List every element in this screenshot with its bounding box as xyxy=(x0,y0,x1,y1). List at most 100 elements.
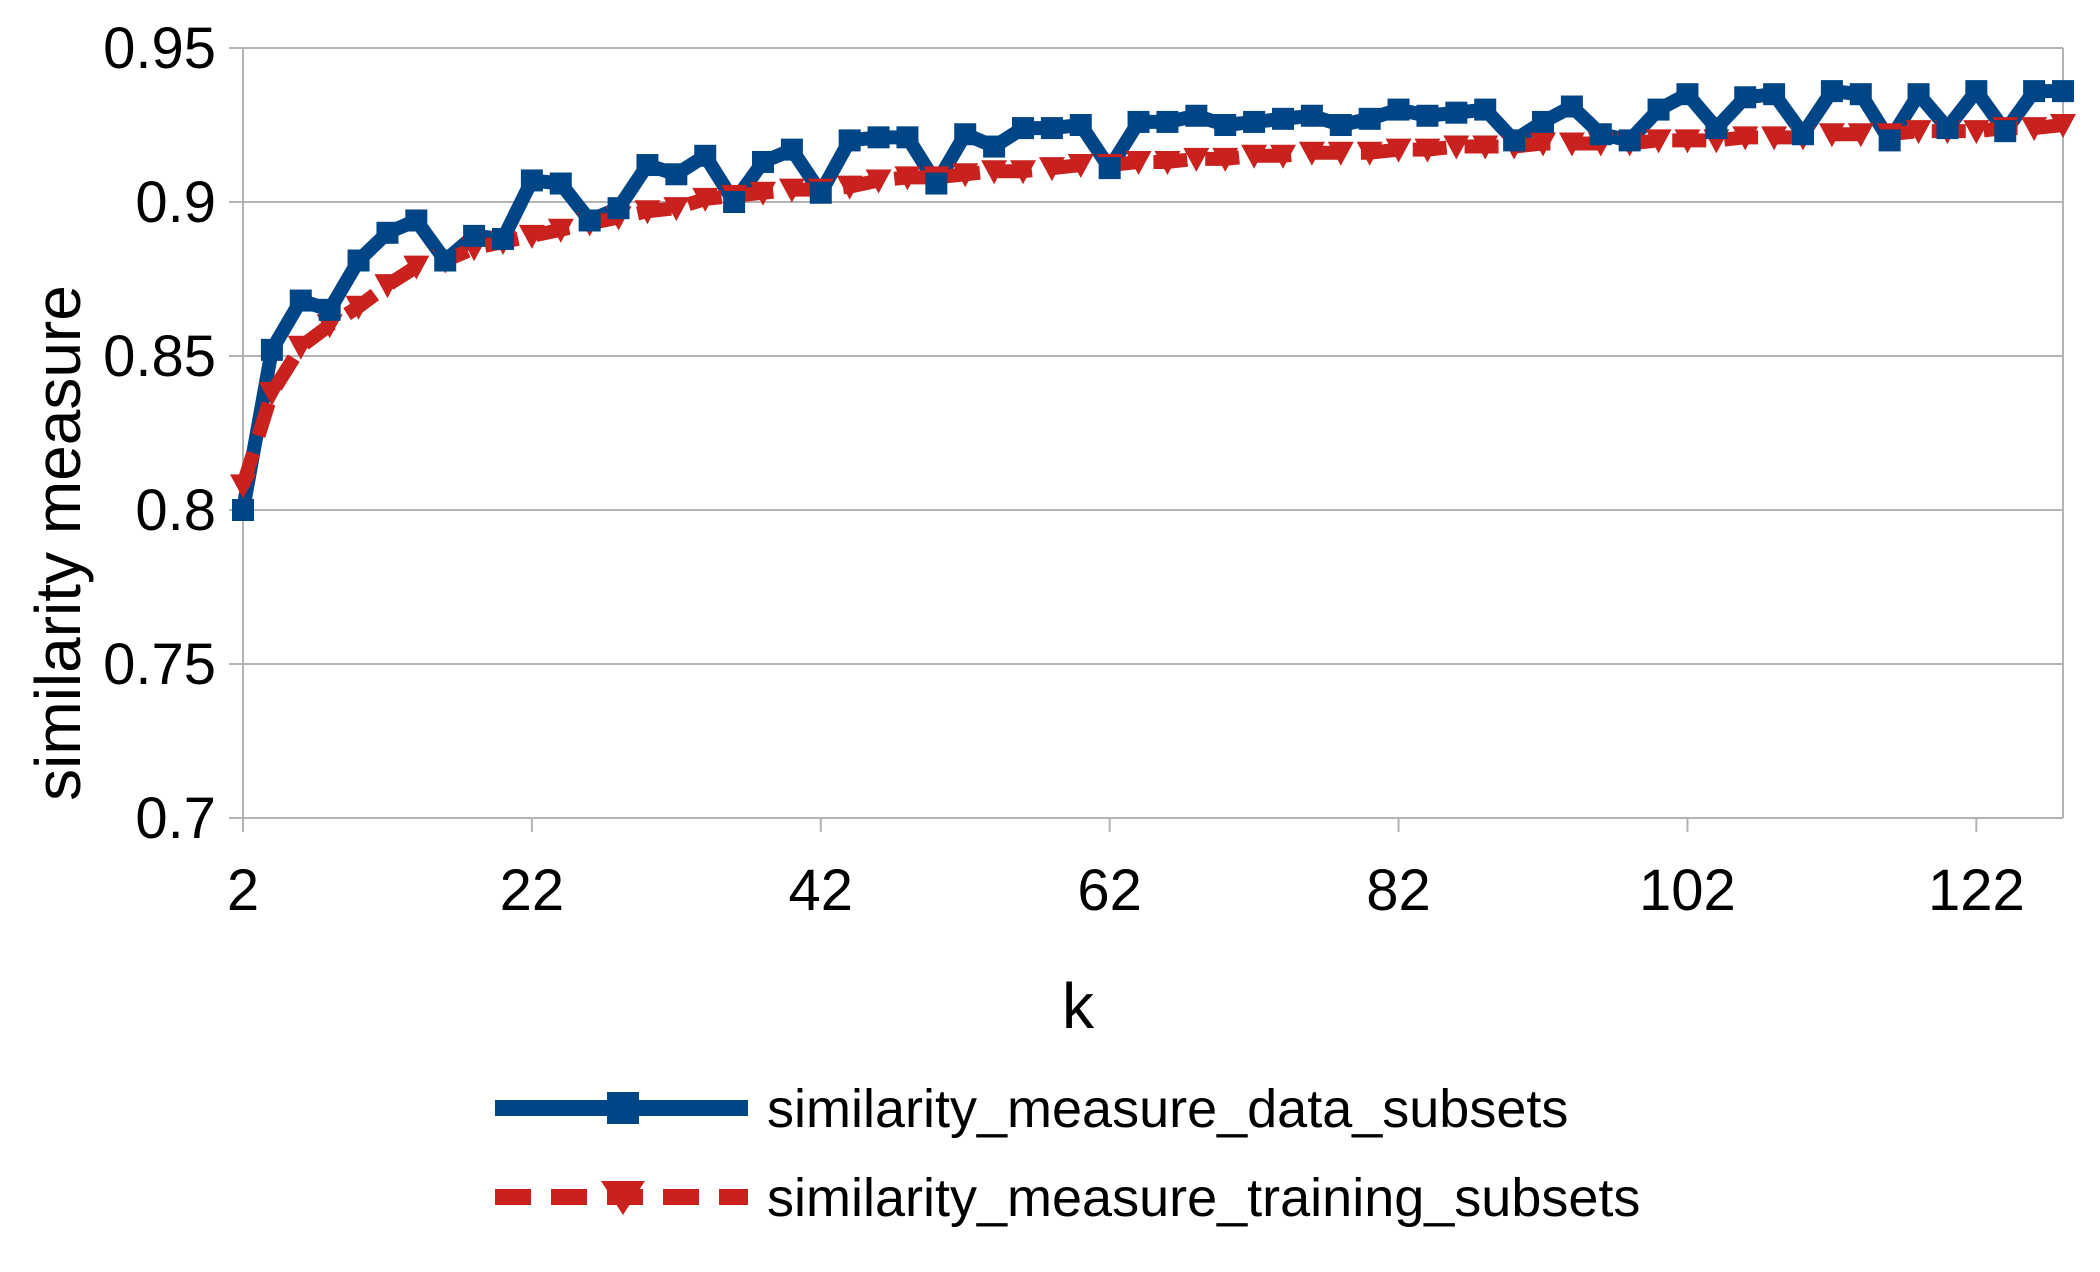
data-point-training-subsets xyxy=(1212,147,1239,172)
data-point-data-subsets xyxy=(578,209,601,232)
data-point-training-subsets xyxy=(778,178,805,203)
axes xyxy=(242,48,2064,832)
data-point-data-subsets xyxy=(607,197,630,220)
x-tick-label: 62 xyxy=(1077,858,1142,923)
data-point-training-subsets xyxy=(258,381,285,406)
x-tick-label: 82 xyxy=(1366,858,1431,923)
data-point-training-subsets xyxy=(894,166,921,191)
data-point-training-subsets xyxy=(1125,150,1152,175)
data-point-training-subsets xyxy=(634,200,661,225)
data-point-data-subsets xyxy=(1243,110,1266,133)
data-point-training-subsets xyxy=(547,218,574,243)
y-tick-label: 0.8 xyxy=(135,478,216,543)
data-point-data-subsets xyxy=(549,172,572,195)
data-point-data-subsets xyxy=(1849,83,1872,106)
data-point-training-subsets xyxy=(1183,147,1210,172)
data-point-data-subsets xyxy=(1907,83,1930,106)
data-point-data-subsets xyxy=(1127,110,1150,133)
data-point-data-subsets xyxy=(1734,86,1757,109)
data-point-training-subsets xyxy=(1327,141,1354,166)
data-point-training-subsets xyxy=(1645,129,1672,154)
data-point-data-subsets xyxy=(1012,117,1034,140)
data-point-data-subsets xyxy=(492,227,514,250)
y-tick-label: 0.85 xyxy=(103,324,216,389)
data-point-training-subsets xyxy=(1905,120,1932,145)
data-point-data-subsets xyxy=(232,499,254,521)
legend-item-training-subsets: similarity_measure_training_subsets xyxy=(495,1168,1640,1228)
data-point-data-subsets xyxy=(1474,98,1497,121)
y-tick-label: 0.95 xyxy=(103,16,216,81)
series-lines xyxy=(236,84,2064,512)
x-tick-label: 22 xyxy=(500,858,565,923)
data-point-data-subsets xyxy=(463,224,486,247)
y-tick-label: 0.7 xyxy=(135,786,216,851)
data-point-data-subsets xyxy=(1965,80,1988,103)
data-point-data-subsets xyxy=(1705,117,1728,140)
data-point-data-subsets xyxy=(954,123,977,146)
data-point-training-subsets xyxy=(2021,117,2048,142)
legend: similarity_measure_data_subsets similari… xyxy=(495,1079,1640,1228)
y-tick-label: 0.75 xyxy=(103,632,216,697)
data-point-training-subsets xyxy=(981,160,1008,185)
data-point-data-subsets xyxy=(694,144,717,167)
data-point-training-subsets xyxy=(345,295,372,320)
data-point-training-subsets xyxy=(374,274,401,299)
data-point-data-subsets xyxy=(665,163,688,186)
data-point-data-subsets xyxy=(1300,104,1323,127)
data-point-data-subsets xyxy=(1416,104,1439,127)
data-point-data-subsets xyxy=(1532,110,1554,133)
legend-item-data-subsets: similarity_measure_data_subsets xyxy=(495,1079,1568,1139)
data-point-training-subsets xyxy=(692,187,719,212)
data-point-data-subsets xyxy=(1156,110,1179,133)
data-point-data-subsets xyxy=(1763,83,1786,106)
data-point-data-subsets xyxy=(636,154,659,177)
data-point-training-subsets xyxy=(1356,141,1383,166)
data-point-data-subsets xyxy=(434,249,457,272)
data-point-data-subsets xyxy=(896,126,919,149)
x-tick-label: 122 xyxy=(1928,858,2025,923)
data-point-data-subsets xyxy=(1329,114,1352,136)
data-point-training-subsets xyxy=(1038,157,1065,182)
data-point-data-subsets xyxy=(867,126,890,149)
data-point-data-subsets xyxy=(1069,114,1092,136)
data-point-data-subsets xyxy=(289,289,312,312)
series-markers xyxy=(230,80,2076,521)
data-point-training-subsets xyxy=(750,181,776,206)
data-point-training-subsets xyxy=(1818,123,1845,148)
x-tick-label: 102 xyxy=(1639,858,1736,923)
data-point-data-subsets xyxy=(405,209,428,232)
x-axis-ticks: 2 22 42 62 82 102 122 xyxy=(227,818,2025,923)
data-point-data-subsets xyxy=(983,135,1006,158)
data-point-data-subsets xyxy=(318,298,341,321)
data-point-training-subsets xyxy=(952,163,979,188)
data-point-training-subsets xyxy=(1414,138,1441,163)
data-point-training-subsets xyxy=(1298,141,1325,166)
data-point-training-subsets xyxy=(1067,154,1094,179)
data-point-data-subsets xyxy=(520,169,543,192)
data-point-data-subsets xyxy=(1040,117,1063,140)
legend-label-data-subsets: similarity_measure_data_subsets xyxy=(767,1079,1568,1139)
data-point-training-subsets xyxy=(836,175,863,200)
data-point-data-subsets xyxy=(1618,129,1641,152)
data-point-training-subsets xyxy=(1241,144,1268,169)
data-point-data-subsets xyxy=(1936,117,1959,140)
data-point-data-subsets xyxy=(723,191,746,213)
data-point-data-subsets xyxy=(1214,114,1237,136)
data-point-data-subsets xyxy=(1098,157,1121,180)
data-point-data-subsets xyxy=(260,338,283,361)
data-point-data-subsets xyxy=(1676,83,1699,106)
data-point-training-subsets xyxy=(403,255,430,280)
data-point-data-subsets xyxy=(1792,123,1814,146)
x-tick-label: 42 xyxy=(789,858,854,923)
data-point-data-subsets xyxy=(347,249,370,272)
data-point-data-subsets xyxy=(780,138,803,161)
data-point-data-subsets xyxy=(1445,101,1468,124)
data-point-training-subsets xyxy=(1963,120,1990,145)
data-point-training-subsets xyxy=(1472,135,1499,160)
data-point-training-subsets xyxy=(230,474,256,499)
data-point-training-subsets xyxy=(1674,129,1701,154)
data-point-data-subsets xyxy=(1185,104,1208,127)
data-point-training-subsets xyxy=(1385,138,1412,163)
